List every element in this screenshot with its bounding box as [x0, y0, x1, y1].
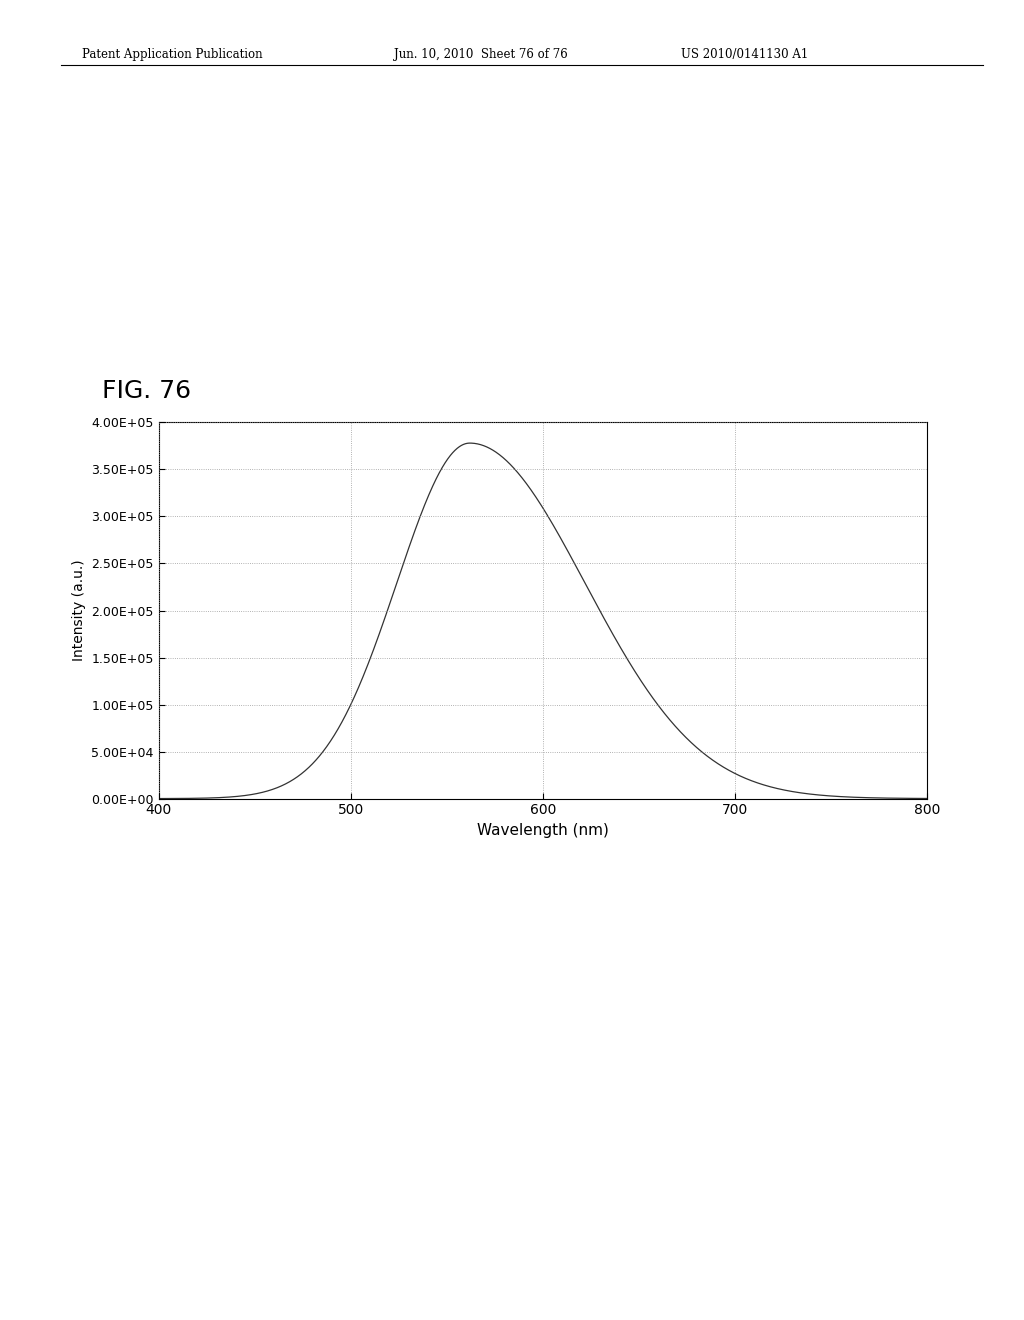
X-axis label: Wavelength (nm): Wavelength (nm) [477, 822, 608, 838]
Y-axis label: Intensity (a.u.): Intensity (a.u.) [72, 560, 86, 661]
Text: US 2010/0141130 A1: US 2010/0141130 A1 [681, 48, 808, 61]
Text: Jun. 10, 2010  Sheet 76 of 76: Jun. 10, 2010 Sheet 76 of 76 [394, 48, 568, 61]
Text: Patent Application Publication: Patent Application Publication [82, 48, 262, 61]
Text: FIG. 76: FIG. 76 [102, 379, 191, 403]
